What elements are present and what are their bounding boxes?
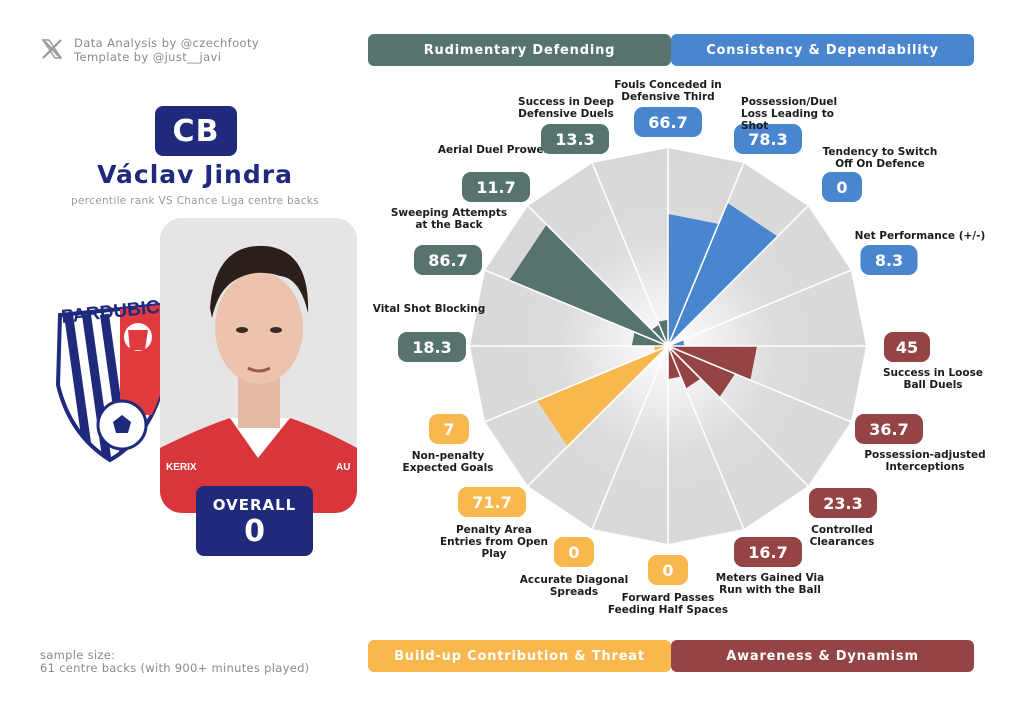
value-label-12: 18.3 [412,338,451,357]
credit-template: Template by @just__javi [74,50,222,64]
value-badge-1: 78.3 [734,124,802,154]
spoke-9 [591,345,669,530]
metric-label-13: Sweeping Attempts at the Back [391,207,507,231]
metric-label-6: Controlled Clearances [810,524,875,548]
bar-13 [509,224,668,346]
value-badge-9: 0 [554,537,594,567]
value-label-8: 0 [662,561,673,580]
value-badge-15: 13.3 [541,124,609,154]
value-label-15: 13.3 [555,130,594,149]
metric-label-14: Aerial Duel Prowess [438,144,556,156]
bar-1 [668,202,778,346]
spoke-13 [484,269,669,347]
metric-label-7: Meters Gained Via Run with the Ball [716,572,825,596]
value-badge-6: 23.3 [809,488,877,518]
value-badge-11: 7 [429,414,469,444]
metric-label-11: Non-penalty Expected Goals [403,450,494,474]
subtitle: percentile rank VS Chance Liga centre ba… [71,195,319,207]
position-badge: CB [155,106,237,156]
bar-5 [668,346,736,398]
value-label-4: 45 [896,338,918,357]
value-label-10: 71.7 [472,493,511,512]
value-badge-13: 86.7 [414,245,482,275]
credit-analysis: Data Analysis by @czechfooty [74,36,260,50]
value-label-5: 36.7 [869,420,908,439]
credits: Data Analysis by @czechfooty Template by… [40,36,259,64]
value-badge-2: 0 [822,172,862,202]
bar-14 [651,324,668,346]
value-label-13: 86.7 [428,251,467,270]
value-badge-3: 8.3 [860,245,918,275]
player-photo: KERIX AU [160,218,357,513]
x-logo-icon [41,39,63,59]
shirt-text-right: AU [336,462,350,473]
metric-label-8: Forward Passes Feeding Half Spaces [608,592,728,616]
bar-6 [668,346,701,389]
spoke-14 [527,205,669,347]
player-name: Václav Jindra [97,160,293,189]
value-badge-4: 45 [884,332,930,362]
overall-value: 0 [244,514,265,549]
category-buildup: Build-up Contribution & Threat [368,640,671,672]
value-badge-12: 18.3 [398,332,466,362]
metric-label-2: Tendency to Switch Off On Defence [823,146,938,170]
value-badge-0: 66.7 [634,107,702,137]
spoke-5 [667,345,852,423]
player-portrait-icon: KERIX AU [160,218,357,513]
spoke-7 [667,345,745,530]
spoke-6 [667,345,809,487]
spoke-10 [527,345,669,487]
metric-label-1: Possession/Duel Loss Leading to Shot [741,96,837,132]
category-consistency: Consistency & Dependability [671,34,974,66]
sample-size-label: sample size: [40,648,116,662]
value-label-1: 78.3 [748,130,787,149]
overall-label: OVERALL [212,496,297,514]
metric-label-9: Accurate Diagonal Spreads [520,574,628,598]
category-awareness: Awareness & Dynamism [671,640,974,672]
value-label-11: 7 [443,420,454,439]
value-label-7: 16.7 [748,543,787,562]
value-label-14: 11.7 [476,178,515,197]
value-badge-8: 0 [648,555,688,585]
value-label-9: 0 [568,543,579,562]
bar-10 [536,346,668,447]
sample-size-detail: 61 centre backs (with 900+ minutes playe… [40,661,310,675]
category-defending: Rudimentary Defending [368,34,671,66]
spoke-11 [484,345,669,423]
spoke-3 [667,269,852,347]
metric-label-4: Success in Loose Ball Duels [883,367,983,391]
value-badge-14: 11.7 [462,172,530,202]
value-badge-5: 36.7 [855,414,923,444]
value-badge-7: 16.7 [734,537,802,567]
spoke-1 [667,162,745,347]
value-label-0: 66.7 [648,113,687,132]
overall-box: OVERALL 0 [196,486,313,556]
metric-label-10: Penalty Area Entries from Open Play [440,524,548,560]
spoke-15 [591,162,669,347]
value-badge-10: 71.7 [458,487,526,517]
spoke-2 [667,205,809,347]
metric-label-12: Vital Shot Blocking [373,303,485,315]
value-label-6: 23.3 [823,494,862,513]
metric-label-0: Fouls Conceded in Defensive Third [614,79,722,103]
sample-size: sample size: 61 centre backs (with 900+ … [40,649,309,675]
bar-0 [668,213,719,346]
shirt-text-left: KERIX [166,462,197,473]
metric-label-3: Net Performance (+/-) [855,230,986,242]
club-crest-icon: PARDUBICE [55,295,165,463]
metric-label-5: Possession-adjusted Interceptions [864,449,985,473]
value-label-3: 8.3 [875,251,903,270]
metric-label-15: Success in Deep Defensive Duels [518,96,614,120]
value-label-2: 0 [836,178,847,197]
